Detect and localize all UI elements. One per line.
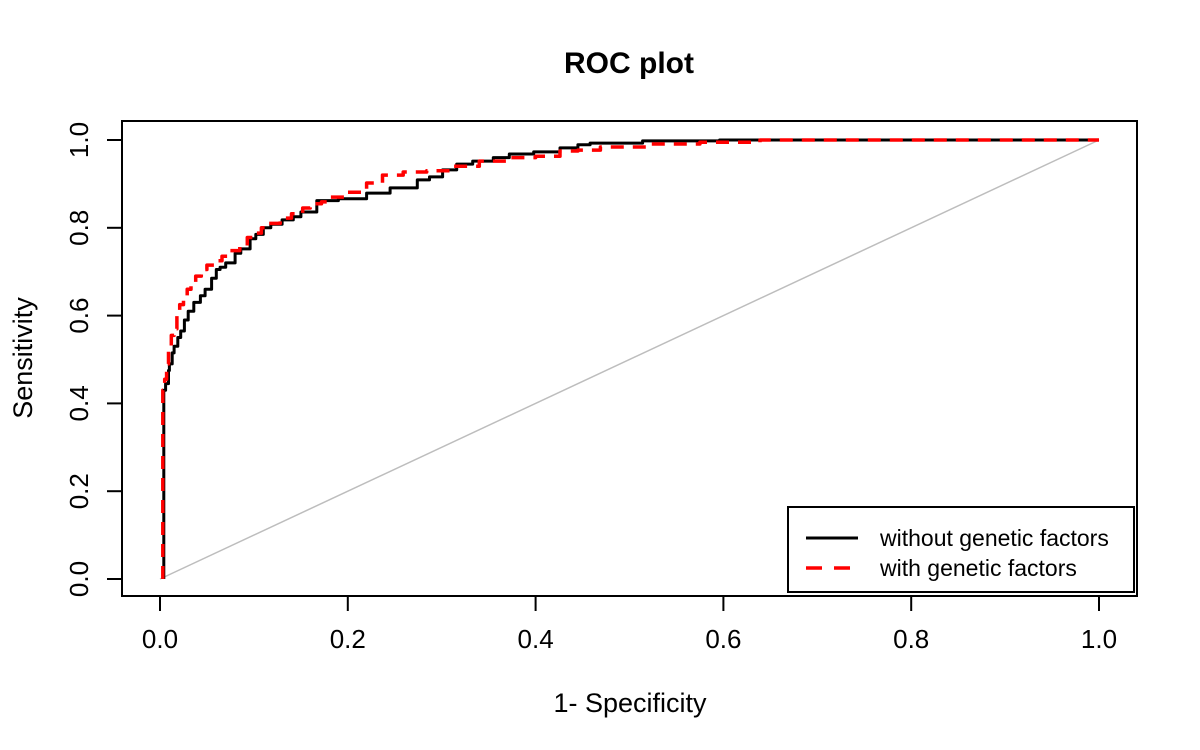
legend-label-without-genetic-factors: without genetic factors [879,525,1109,551]
plot-box [121,120,1138,597]
plot-title: ROC plot [564,47,694,80]
legend-label-with-genetic-factors: with genetic factors [879,555,1077,581]
y-axis-tick-label: 0.8 [64,210,94,246]
x-axis-tick-label: 0.4 [518,624,554,654]
y-axis-label: Sensitivity [8,297,38,419]
y-axis-tick-label: 0.6 [64,298,94,334]
y-axis-tick-label: 0.4 [64,385,94,421]
roc-curve-with-genetic-factors [161,138,1099,579]
x-axis-tick-label: 0.0 [142,624,178,654]
legend: without genetic factors with genetic fac… [787,506,1135,593]
chance-diagonal-line [159,139,1100,580]
legend-box [787,506,1135,593]
x-axis-tick-label: 1.0 [1081,624,1117,654]
x-axis-tick-label: 0.8 [893,624,929,654]
x-axis-tick-label: 0.6 [705,624,741,654]
y-axis-tick-label: 1.0 [64,122,94,158]
y-axis-tick-label: 0.2 [64,473,94,509]
x-axis-label: 1- Specificity [553,688,707,718]
y-axis-tick-label: 0.0 [64,561,94,597]
x-axis-tick-label: 0.2 [330,624,366,654]
